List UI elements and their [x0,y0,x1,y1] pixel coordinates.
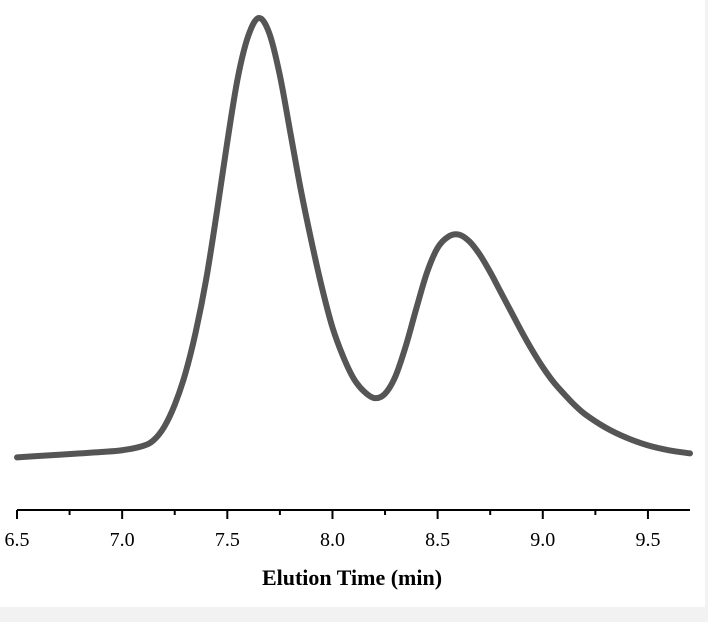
x-tick-label: 9.0 [530,529,555,551]
x-tick-label: 6.5 [5,529,30,551]
x-axis: 6.5 7.0 7.5 8.0 8.5 9.0 9.5 [5,509,690,551]
x-tick-label: 9.5 [635,529,660,551]
chromatogram-chart: 6.5 7.0 7.5 8.0 8.5 9.0 9.5 Elution Time (min) [5,15,693,590]
chart-panel: 6.5 7.0 7.5 8.0 8.5 9.0 9.5 Elution Time (min) [0,0,705,607]
plot-area [14,15,693,461]
x-tick-label: 8.0 [320,529,345,551]
x-tick-label: 7.0 [110,529,135,551]
x-axis-title: Elution Time (min) [262,565,442,590]
x-tick-label: 7.5 [215,529,240,551]
series-line-0 [14,15,693,461]
x-tick-label: 8.5 [425,529,450,551]
